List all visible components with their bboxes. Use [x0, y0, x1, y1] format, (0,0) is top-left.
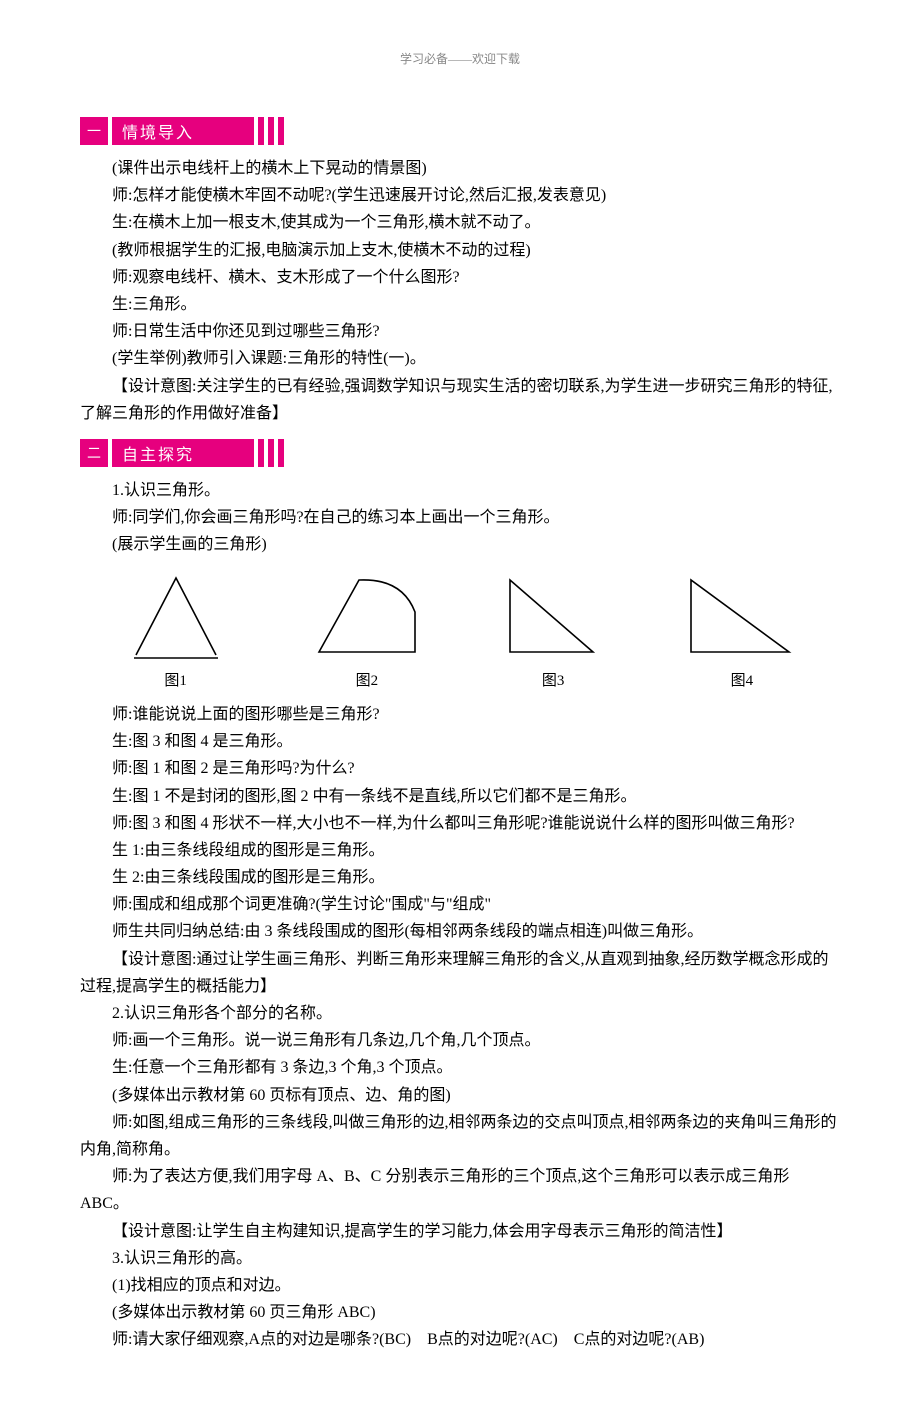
paragraph: (多媒体出示教材第 60 页三角形 ABC) — [80, 1299, 840, 1326]
section-banner-1: 一 情境导入 — [80, 117, 840, 145]
paragraph: 生:图 1 不是封闭的图形,图 2 中有一条线不是直线,所以它们都不是三角形。 — [80, 783, 840, 810]
paragraph: 生 2:由三条线段围成的图形是三角形。 — [80, 864, 840, 891]
figure-4-svg — [679, 570, 804, 665]
paragraph: (展示学生画的三角形) — [80, 531, 840, 558]
paragraph: 师:请大家仔细观察,A点的对边是哪条?(BC) B点的对边呢?(AC) C点的对… — [80, 1326, 840, 1353]
stripe — [278, 117, 284, 145]
right-triangle-shape — [510, 580, 593, 652]
paragraph: 师:图 3 和图 4 形状不一样,大小也不一样,为什么都叫三角形呢?谁能说说什么… — [80, 810, 840, 837]
paragraph: (学生举例)教师引入课题:三角形的特性(一)。 — [80, 345, 840, 372]
paragraph: 【设计意图:通过让学生画三角形、判断三角形来理解三角形的含义,从直观到抽象,经历… — [80, 946, 840, 1000]
paragraph: 生 1:由三条线段组成的图形是三角形。 — [80, 837, 840, 864]
figure-3-svg — [498, 570, 608, 665]
figure-1-svg — [116, 570, 236, 665]
section-title-2: 自主探究 — [112, 439, 254, 467]
stripe — [268, 439, 274, 467]
paragraph: 生:任意一个三角形都有 3 条边,3 个角,3 个顶点。 — [80, 1054, 840, 1081]
figure-1-label: 图1 — [164, 669, 187, 695]
paragraph: 师:围成和组成那个词更准确?(学生讨论"围成"与"组成" — [80, 891, 840, 918]
paragraph: 师:画一个三角形。说一说三角形有几条边,几个角,几个顶点。 — [80, 1027, 840, 1054]
figure-2: 图2 — [307, 570, 427, 695]
paragraph: 生:图 3 和图 4 是三角形。 — [80, 728, 840, 755]
banner-stripes — [258, 117, 288, 145]
section-number-2: 二 — [80, 439, 108, 467]
curved-quad-shape — [319, 580, 415, 652]
paragraph: 生:在横木上加一根支木,使其成为一个三角形,横木就不动了。 — [80, 209, 840, 236]
paragraph: 师:如图,组成三角形的三条线段,叫做三角形的边,相邻两条边的交点叫顶点,相邻两条… — [80, 1109, 840, 1163]
section-2-body: 1.认识三角形。 师:同学们,你会画三角形吗?在自己的练习本上画出一个三角形。 … — [80, 477, 840, 1354]
stripe — [258, 117, 264, 145]
paragraph: 【设计意图:关注学生的已有经验,强调数学知识与现实生活的密切联系,为学生进一步研… — [80, 373, 840, 427]
stripe — [278, 439, 284, 467]
right-triangle-shape — [691, 580, 789, 652]
paragraph: 生:三角形。 — [80, 291, 840, 318]
section-1-body: (课件出示电线杆上的横木上下晃动的情景图) 师:怎样才能使横木牢固不动呢?(学生… — [80, 155, 840, 427]
figure-1: 图1 — [116, 570, 236, 695]
paragraph: (多媒体出示教材第 60 页标有顶点、边、角的图) — [80, 1082, 840, 1109]
stripe — [258, 439, 264, 467]
figure-2-svg — [307, 570, 427, 665]
paragraph: 师:日常生活中你还见到过哪些三角形? — [80, 318, 840, 345]
paragraph: 【设计意图:让学生自主构建知识,提高学生的学习能力,体会用字母表示三角形的简洁性… — [80, 1218, 840, 1245]
figure-4: 图4 — [679, 570, 804, 695]
paragraph: 师:谁能说说上面的图形哪些是三角形? — [80, 701, 840, 728]
figures-row: 图1 图2 图3 图4 — [80, 570, 840, 695]
banner-stripes — [258, 439, 288, 467]
section-banner-2: 二 自主探究 — [80, 439, 840, 467]
paragraph: 2.认识三角形各个部分的名称。 — [80, 1000, 840, 1027]
paragraph: 师:观察电线杆、横木、支木形成了一个什么图形? — [80, 264, 840, 291]
paragraph: 1.认识三角形。 — [80, 477, 840, 504]
section-number-1: 一 — [80, 117, 108, 145]
figure-2-label: 图2 — [356, 669, 379, 695]
paragraph: (教师根据学生的汇报,电脑演示加上支木,使横木不动的过程) — [80, 237, 840, 264]
paragraph: 师生共同归纳总结:由 3 条线段围成的图形(每相邻两条线段的端点相连)叫做三角形… — [80, 918, 840, 945]
open-triangle-shape — [136, 578, 216, 655]
paragraph: 师:怎样才能使横木牢固不动呢?(学生迅速展开讨论,然后汇报,发表意见) — [80, 182, 840, 209]
paragraph: 3.认识三角形的高。 — [80, 1245, 840, 1272]
figure-3-label: 图3 — [542, 669, 565, 695]
paragraph: 师:图 1 和图 2 是三角形吗?为什么? — [80, 755, 840, 782]
paragraph: 师:同学们,你会画三角形吗?在自己的练习本上画出一个三角形。 — [80, 504, 840, 531]
paragraph: 师:为了表达方便,我们用字母 A、B、C 分别表示三角形的三个顶点,这个三角形可… — [80, 1163, 840, 1217]
paragraph: (1)找相应的顶点和对边。 — [80, 1272, 840, 1299]
paragraph: (课件出示电线杆上的横木上下晃动的情景图) — [80, 155, 840, 182]
figure-4-label: 图4 — [731, 669, 754, 695]
stripe — [268, 117, 274, 145]
section-title-1: 情境导入 — [112, 117, 254, 145]
figure-3: 图3 — [498, 570, 608, 695]
page-header-note: 学习必备——欢迎下载 — [80, 50, 840, 67]
